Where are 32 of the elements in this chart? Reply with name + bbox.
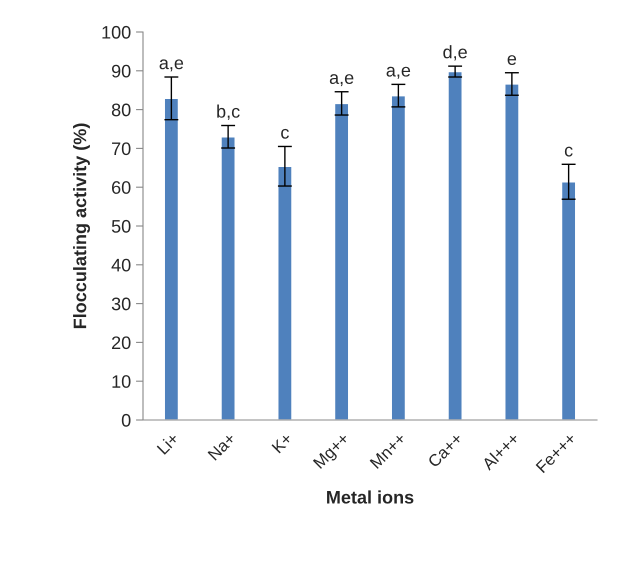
- y-tick-label: 0: [122, 414, 130, 427]
- x-axis-title: Metal ions: [327, 490, 414, 504]
- bar: [447, 70, 463, 420]
- annotation: c: [564, 146, 573, 157]
- x-tick-label: Li+: [156, 432, 180, 455]
- y-tick-label: 100: [102, 26, 130, 39]
- y-tick-label: 50: [112, 220, 130, 233]
- annotation: a,e: [386, 66, 410, 79]
- x-tick-label: Na+: [208, 432, 236, 461]
- y-tick-label: 90: [112, 64, 130, 78]
- annotation: e: [508, 55, 516, 66]
- x-tick-label: K+: [272, 432, 293, 454]
- annotation: b,c: [217, 104, 240, 120]
- bar: [560, 181, 576, 420]
- y-tick-label: 10: [112, 375, 130, 388]
- y-tick-label: 80: [112, 104, 130, 116]
- y-tick-label: 70: [112, 142, 130, 156]
- y-tick-label: 60: [112, 181, 130, 194]
- bar: [164, 98, 180, 420]
- annotation: d,e: [443, 45, 467, 61]
- annotation: a,e: [160, 59, 184, 72]
- y-tick-label: 40: [112, 258, 130, 272]
- bar: [334, 102, 350, 420]
- annotation: c: [281, 128, 289, 139]
- y-tick-label: 20: [112, 336, 130, 350]
- y-tick-label: 30: [112, 298, 130, 310]
- bar: [220, 136, 236, 420]
- bar: [277, 166, 293, 420]
- bar: [390, 94, 406, 420]
- annotation: a,e: [330, 74, 354, 86]
- y-axis-title: Flocculating activity (%): [73, 124, 90, 328]
- bar: [504, 83, 520, 420]
